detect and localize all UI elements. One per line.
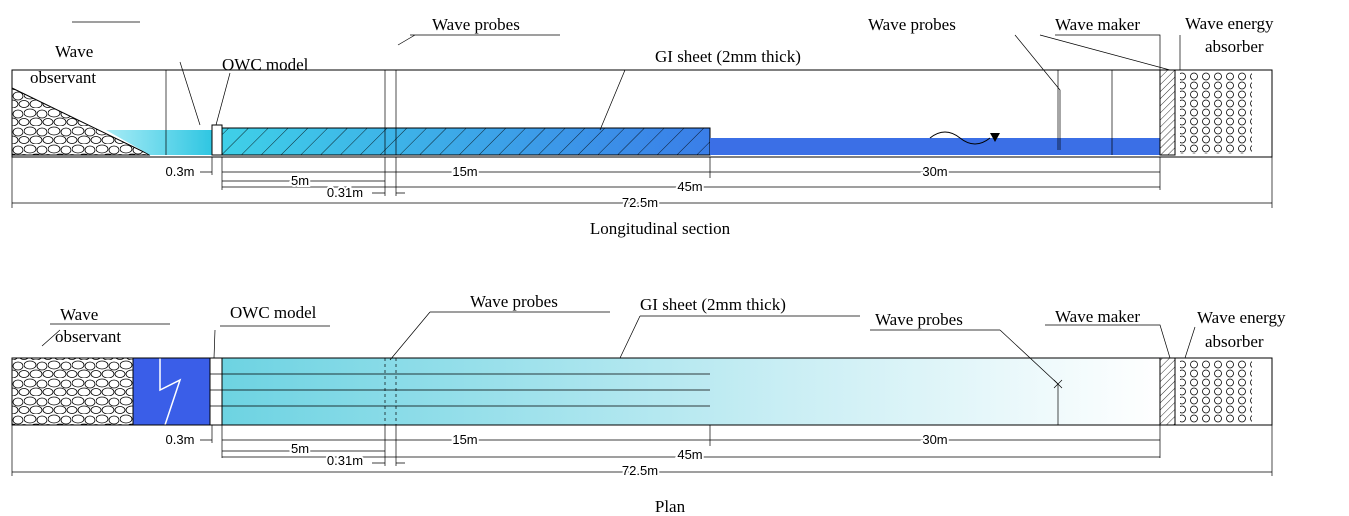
dimension: 45m (677, 447, 702, 462)
break-mark (159, 358, 182, 426)
label: observant (55, 327, 121, 346)
beach (11, 357, 134, 426)
leader-lines (41, 311, 1196, 385)
label: Wave probes (432, 15, 520, 34)
label: Wave probes (470, 292, 558, 311)
label: Wave maker (1055, 307, 1140, 326)
label: Wave energy (1197, 308, 1286, 327)
water (106, 130, 212, 155)
owc-model (209, 357, 223, 426)
dimension-lines (11, 157, 1273, 208)
dimension: 15m (452, 164, 477, 179)
wave (929, 131, 991, 145)
dimension: 5m (291, 441, 309, 456)
dimension: 30m (922, 432, 947, 447)
absorber (1180, 360, 1252, 423)
sheet-lines (222, 373, 710, 407)
dimension: 30m (922, 164, 947, 179)
label: Wave probes (868, 15, 956, 34)
caption: Longitudinal section (590, 219, 731, 238)
dimension: 45m (677, 179, 702, 194)
label: Wave probes (875, 310, 963, 329)
label: GI sheet (2mm thick) (640, 295, 786, 314)
gi-sheet (221, 127, 711, 156)
label: Wave maker (1055, 15, 1140, 34)
dimension: 5m (291, 173, 309, 188)
label: OWC model (230, 303, 317, 322)
plan-view (11, 311, 1273, 476)
owc-chambers (210, 373, 222, 407)
label: absorber (1205, 37, 1264, 56)
leader-lines (72, 21, 1181, 150)
dimension: 0.31m (327, 185, 363, 200)
longitudinal-view (11, 21, 1273, 208)
dimension: 72.5m (622, 195, 658, 210)
label: observant (30, 68, 96, 87)
dimension: 72.5m (622, 463, 658, 478)
label: OWC model (222, 55, 309, 74)
label: GI sheet (2mm thick) (655, 47, 801, 66)
wave-maker (1159, 69, 1176, 156)
wave-maker (1159, 357, 1176, 426)
label: Wave energy (1185, 14, 1274, 33)
owc-model (211, 124, 223, 156)
gi-sheet (222, 358, 1160, 425)
dimension-lines (11, 425, 1273, 476)
tank (11, 357, 1273, 426)
water (710, 138, 1160, 155)
label: Wave (60, 305, 98, 324)
water (132, 357, 211, 426)
dimension: 15m (452, 432, 477, 447)
beach (11, 87, 151, 156)
water-level (990, 133, 1000, 142)
dimension: 0.3m (166, 164, 195, 179)
caption: Plan (655, 497, 686, 516)
dimension: 0.31m (327, 453, 363, 468)
label: Wave (55, 42, 93, 61)
label: absorber (1205, 332, 1264, 351)
absorber (1180, 72, 1252, 154)
dimension: 0.3m (166, 432, 195, 447)
